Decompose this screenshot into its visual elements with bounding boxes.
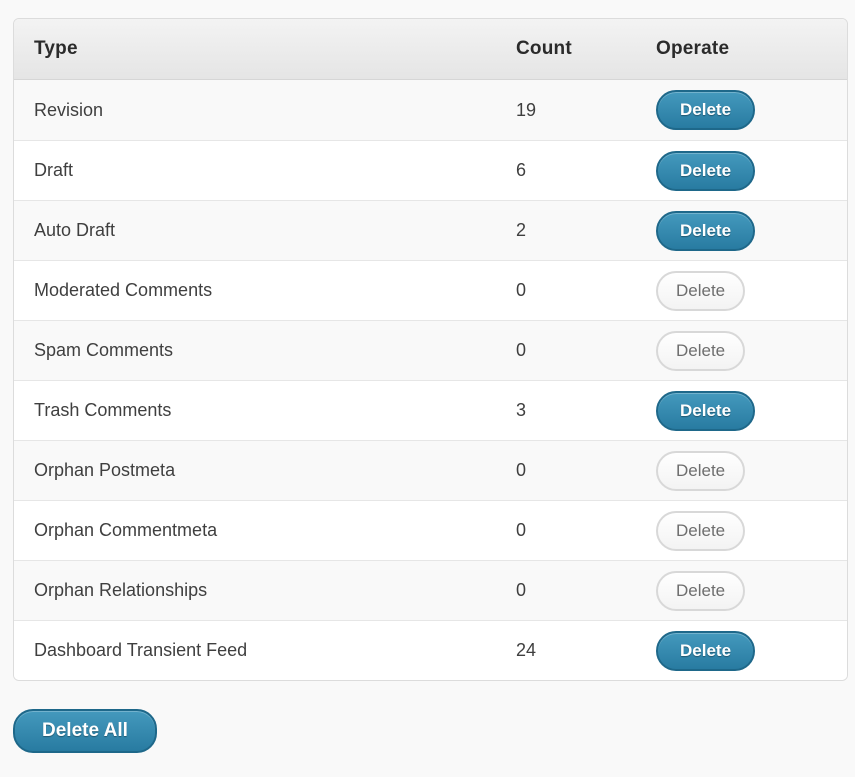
row-type-label: Orphan Relationships bbox=[34, 580, 208, 600]
row-count-value: 0 bbox=[516, 340, 527, 360]
delete-button[interactable]: Delete bbox=[656, 210, 756, 251]
row-type-label: Orphan Postmeta bbox=[34, 460, 176, 480]
delete-button[interactable]: Delete bbox=[656, 570, 746, 611]
table-row: Draft 6 Delete bbox=[14, 140, 847, 200]
row-count-value: 24 bbox=[516, 640, 537, 660]
row-type-label: Orphan Commentmeta bbox=[34, 520, 218, 540]
delete-button[interactable]: Delete bbox=[656, 450, 746, 491]
table-row: Orphan Postmeta 0 Delete bbox=[14, 440, 847, 500]
row-type-label: Dashboard Transient Feed bbox=[34, 640, 248, 660]
delete-button[interactable]: Delete bbox=[656, 330, 746, 371]
delete-button[interactable]: Delete bbox=[656, 90, 756, 130]
header-type: Type bbox=[34, 38, 78, 59]
row-count-value: 0 bbox=[516, 580, 527, 600]
delete-button[interactable]: Delete bbox=[656, 630, 756, 671]
table-row: Orphan Commentmeta 0 Delete bbox=[14, 500, 847, 560]
delete-all-button[interactable]: Delete All bbox=[13, 709, 157, 753]
table-row: Moderated Comments 0 Delete bbox=[14, 260, 847, 320]
row-count-value: 2 bbox=[516, 220, 527, 240]
table-header-row: Type Count Operate bbox=[14, 19, 847, 80]
row-type-label: Trash Comments bbox=[34, 400, 172, 420]
row-type-label: Moderated Comments bbox=[34, 280, 213, 300]
table-row: Spam Comments 0 Delete bbox=[14, 320, 847, 380]
row-type-label: Revision bbox=[34, 99, 104, 120]
delete-button[interactable]: Delete bbox=[656, 150, 756, 191]
cleanup-table: Type Count Operate Revision 19 Delete Dr… bbox=[13, 18, 848, 681]
row-count-value: 3 bbox=[516, 400, 527, 420]
delete-button[interactable]: Delete bbox=[656, 270, 746, 311]
row-count-value: 19 bbox=[516, 99, 537, 120]
row-count-value: 6 bbox=[516, 160, 527, 180]
row-type-label: Auto Draft bbox=[34, 220, 116, 240]
delete-button[interactable]: Delete bbox=[656, 390, 756, 431]
table-row: Dashboard Transient Feed 24 Delete bbox=[14, 620, 847, 680]
table-row: Trash Comments 3 Delete bbox=[14, 380, 847, 440]
table-row: Orphan Relationships 0 Delete bbox=[14, 560, 847, 620]
table-body: Revision 19 Delete Draft 6 Delete Auto D… bbox=[14, 80, 847, 680]
row-type-label: Draft bbox=[34, 160, 74, 180]
delete-button[interactable]: Delete bbox=[656, 510, 746, 551]
table-row: Auto Draft 2 Delete bbox=[14, 200, 847, 260]
header-count: Count bbox=[516, 38, 572, 59]
table-row: Revision 19 Delete bbox=[14, 80, 847, 140]
row-count-value: 0 bbox=[516, 280, 527, 300]
row-count-value: 0 bbox=[516, 460, 527, 480]
row-type-label: Spam Comments bbox=[34, 340, 174, 360]
row-count-value: 0 bbox=[516, 520, 527, 540]
header-operate: Operate bbox=[656, 38, 730, 59]
